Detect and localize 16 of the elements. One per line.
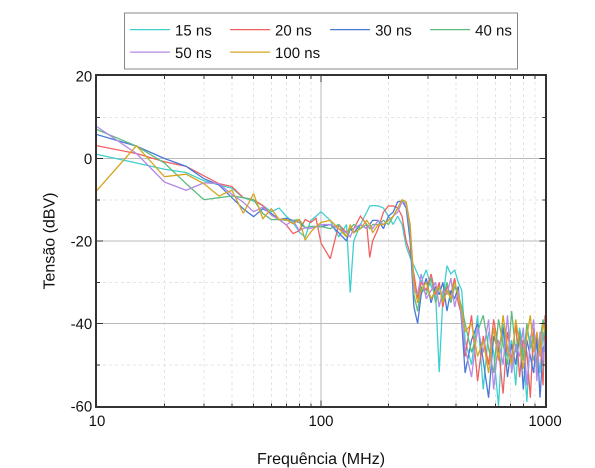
y-tick-label: -40 <box>70 316 92 333</box>
x-tick-label: 100 <box>308 412 334 430</box>
y-tick-label: 0 <box>84 150 92 168</box>
legend-label: 30 ns <box>375 22 412 40</box>
y-axis-title: Tensão (dBV) <box>42 192 58 290</box>
y-tick-label: -20 <box>70 233 92 250</box>
y-tick-label: 20 <box>76 68 92 86</box>
x-axis-title: Frequência (MHz) <box>256 451 386 468</box>
x-tick-label: 1000 <box>528 412 562 430</box>
x-tick-label: 10 <box>88 412 106 430</box>
legend-label: 100 ns <box>275 45 320 62</box>
legend-label: 40 ns <box>475 22 512 40</box>
y-tick-label: -60 <box>70 398 92 416</box>
legend-label: 20 ns <box>275 22 312 40</box>
legend-label: 15 ns <box>175 22 212 40</box>
legend-label: 50 ns <box>175 45 212 62</box>
